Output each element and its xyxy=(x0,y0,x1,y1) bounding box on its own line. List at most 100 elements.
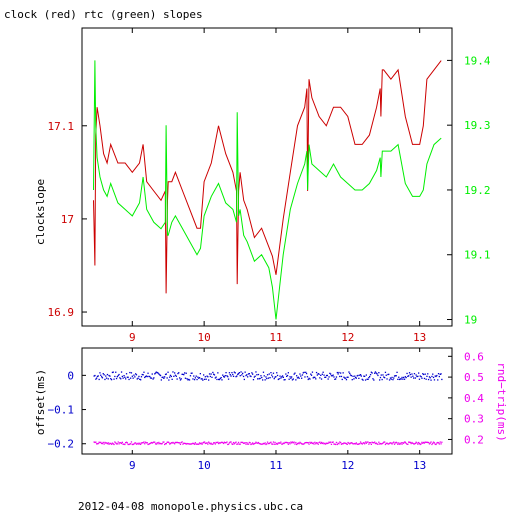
point-rnd-trip xyxy=(367,441,369,443)
point-rnd-trip xyxy=(181,441,183,443)
point-rnd-trip xyxy=(99,442,101,444)
point-rnd-trip xyxy=(272,441,275,443)
point-rnd-trip xyxy=(413,443,415,445)
point-rnd-trip xyxy=(242,442,245,444)
point-offset xyxy=(310,373,312,375)
point-rnd-trip xyxy=(161,443,163,445)
point-rnd-trip xyxy=(390,442,392,444)
point-rnd-trip xyxy=(216,442,218,444)
point-rnd-trip xyxy=(213,442,216,444)
point-offset xyxy=(376,373,378,375)
point-offset xyxy=(184,372,186,374)
top-ytick-right-label-4: 19.4 xyxy=(464,54,491,67)
point-rnd-trip xyxy=(435,443,437,446)
point-rnd-trip xyxy=(234,442,236,444)
point-offset xyxy=(309,378,311,380)
point-offset xyxy=(299,373,301,375)
point-rnd-trip xyxy=(418,442,421,445)
point-offset xyxy=(297,376,299,378)
point-offset xyxy=(169,376,171,378)
point-rnd-trip xyxy=(207,443,209,445)
point-rnd-trip xyxy=(242,441,244,444)
point-offset xyxy=(419,375,421,377)
point-rnd-trip xyxy=(273,443,275,445)
top-axes: 9 10 11 12 13 16.9 17 17.1 19 19.1 19.2 19.3 19.4 xyxy=(48,28,491,344)
point-offset xyxy=(267,377,270,379)
top-xtick-label-1: 10 xyxy=(198,331,211,344)
point-offset xyxy=(354,376,357,379)
point-offset xyxy=(145,375,148,377)
point-offset xyxy=(418,372,420,374)
bottom-xtick-label-0: 9 xyxy=(129,459,136,472)
point-offset xyxy=(280,377,282,379)
point-offset xyxy=(186,378,188,380)
point-rnd-trip xyxy=(287,443,289,445)
point-rnd-trip xyxy=(123,443,125,445)
point-offset xyxy=(413,377,415,379)
point-rnd-trip xyxy=(114,441,116,443)
point-offset xyxy=(218,378,221,381)
point-rnd-trip xyxy=(121,441,123,443)
point-offset xyxy=(117,374,119,377)
bottom-ytick-right-label-4: 0.6 xyxy=(464,350,484,363)
point-rnd-trip xyxy=(342,443,344,445)
point-offset xyxy=(301,374,304,376)
point-rnd-trip xyxy=(364,443,366,445)
point-rnd-trip xyxy=(111,442,114,444)
point-offset xyxy=(256,374,258,376)
point-offset xyxy=(403,376,405,379)
point-offset xyxy=(237,373,240,375)
point-rnd-trip xyxy=(192,442,194,444)
point-offset xyxy=(365,374,367,376)
point-rnd-trip xyxy=(331,441,333,443)
point-rnd-trip xyxy=(409,441,411,444)
point-rnd-trip xyxy=(422,442,424,444)
point-offset xyxy=(190,372,192,374)
point-rnd-trip xyxy=(173,442,175,444)
point-offset xyxy=(221,379,223,381)
point-offset xyxy=(224,375,226,377)
point-rnd-trip xyxy=(128,443,130,446)
point-offset xyxy=(123,375,125,377)
point-rnd-trip xyxy=(237,441,240,444)
point-offset xyxy=(106,373,109,376)
point-rnd-trip xyxy=(101,442,103,445)
point-offset xyxy=(130,372,133,374)
point-offset xyxy=(300,375,302,377)
point-offset xyxy=(327,378,329,380)
point-offset xyxy=(325,376,327,378)
point-offset xyxy=(391,376,393,379)
point-offset xyxy=(354,375,356,377)
point-offset xyxy=(218,378,220,381)
point-rnd-trip xyxy=(145,442,148,444)
point-rnd-trip xyxy=(154,443,157,445)
point-offset xyxy=(340,375,343,378)
point-rnd-trip xyxy=(376,443,378,445)
point-rnd-trip xyxy=(139,442,141,444)
point-rnd-trip xyxy=(263,443,265,445)
point-rnd-trip xyxy=(177,442,179,444)
point-rnd-trip xyxy=(254,442,256,444)
point-rnd-trip xyxy=(266,443,268,445)
point-rnd-trip xyxy=(245,443,247,445)
point-offset xyxy=(362,379,364,381)
point-rnd-trip xyxy=(361,443,363,445)
bottom-ytick-left-label-2: 0 xyxy=(67,369,74,382)
point-offset xyxy=(357,374,359,377)
point-rnd-trip xyxy=(296,443,298,446)
point-rnd-trip xyxy=(439,441,441,443)
point-rnd-trip xyxy=(310,442,312,444)
point-rnd-trip xyxy=(406,443,408,445)
point-offset xyxy=(420,376,422,378)
point-rnd-trip xyxy=(377,443,379,445)
point-rnd-trip xyxy=(336,443,338,446)
point-rnd-trip xyxy=(142,442,144,444)
point-rnd-trip xyxy=(100,441,102,443)
point-offset xyxy=(386,378,388,380)
point-rnd-trip xyxy=(135,442,137,444)
point-offset xyxy=(387,373,389,376)
point-rnd-trip xyxy=(372,442,374,444)
point-rnd-trip xyxy=(203,441,205,443)
point-rnd-trip xyxy=(277,442,279,444)
point-rnd-trip xyxy=(146,442,148,444)
